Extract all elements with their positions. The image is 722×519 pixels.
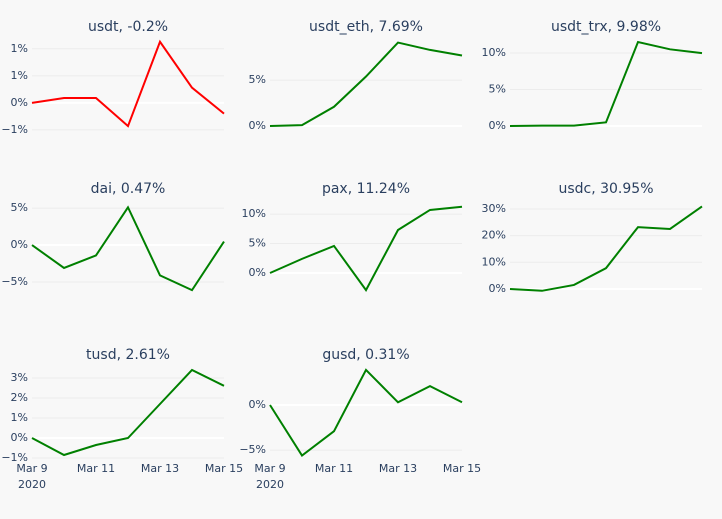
y-tick-label: 30% — [482, 202, 506, 215]
x-tick-label: Mar 11 — [77, 462, 115, 475]
y-tick-label: −1% — [1, 123, 28, 136]
line — [509, 40, 703, 128]
y-tick-label: 5% — [489, 82, 506, 95]
y-tick-label: 2% — [11, 391, 28, 404]
y-tick-label: 1% — [11, 42, 28, 55]
y-tick-label: 0% — [489, 282, 506, 295]
y-tick-label: 3% — [11, 371, 28, 384]
line — [269, 205, 463, 292]
subplot-title: usdc, 30.95% — [558, 181, 653, 197]
y-tick-label: 5% — [249, 237, 266, 250]
subplot-title: dai, 0.47% — [91, 181, 166, 197]
subplot-title: gusd, 0.31% — [322, 347, 409, 363]
line — [31, 368, 225, 457]
subplot-title: usdt, -0.2% — [88, 19, 168, 35]
x-tick-label: Mar 9 — [16, 462, 47, 475]
line — [31, 39, 225, 128]
subplot-title: usdt_trx, 9.98% — [551, 19, 661, 35]
x-tick-label: Mar 13 — [379, 462, 417, 475]
line — [31, 205, 225, 292]
y-tick-label: −5% — [1, 275, 28, 288]
x-tick-label: Mar 15 — [443, 462, 481, 475]
y-tick-label: −5% — [239, 443, 266, 456]
x-tick-label: Mar 11 — [315, 462, 353, 475]
subplot-title: usdt_eth, 7.69% — [309, 19, 423, 35]
y-tick-label: 20% — [482, 229, 506, 242]
x-tick-label: Mar 9 — [254, 462, 285, 475]
y-tick-label: 0% — [249, 398, 266, 411]
y-tick-label: 1% — [11, 411, 28, 424]
x-tick-year: 2020 — [18, 478, 46, 491]
line — [269, 368, 463, 457]
line — [269, 41, 463, 128]
y-tick-label: 10% — [242, 207, 266, 220]
y-tick-label: 0% — [11, 238, 28, 251]
y-tick-label: −1% — [1, 451, 28, 464]
y-tick-label: 0% — [11, 96, 28, 109]
y-tick-label: 10% — [482, 46, 506, 59]
y-tick-label: 1% — [11, 69, 28, 82]
y-tick-label: 5% — [11, 201, 28, 214]
subplot-title: pax, 11.24% — [322, 181, 410, 197]
line — [509, 205, 703, 292]
x-tick-label: Mar 13 — [141, 462, 179, 475]
x-tick-year: 2020 — [256, 478, 284, 491]
y-tick-label: 0% — [249, 119, 266, 132]
y-tick-label: 0% — [489, 119, 506, 132]
y-tick-label: 0% — [249, 266, 266, 279]
subplot-title: tusd, 2.61% — [86, 347, 170, 363]
y-tick-label: 5% — [249, 73, 266, 86]
y-tick-label: 10% — [482, 255, 506, 268]
y-tick-label: 0% — [11, 431, 28, 444]
x-tick-label: Mar 15 — [205, 462, 243, 475]
